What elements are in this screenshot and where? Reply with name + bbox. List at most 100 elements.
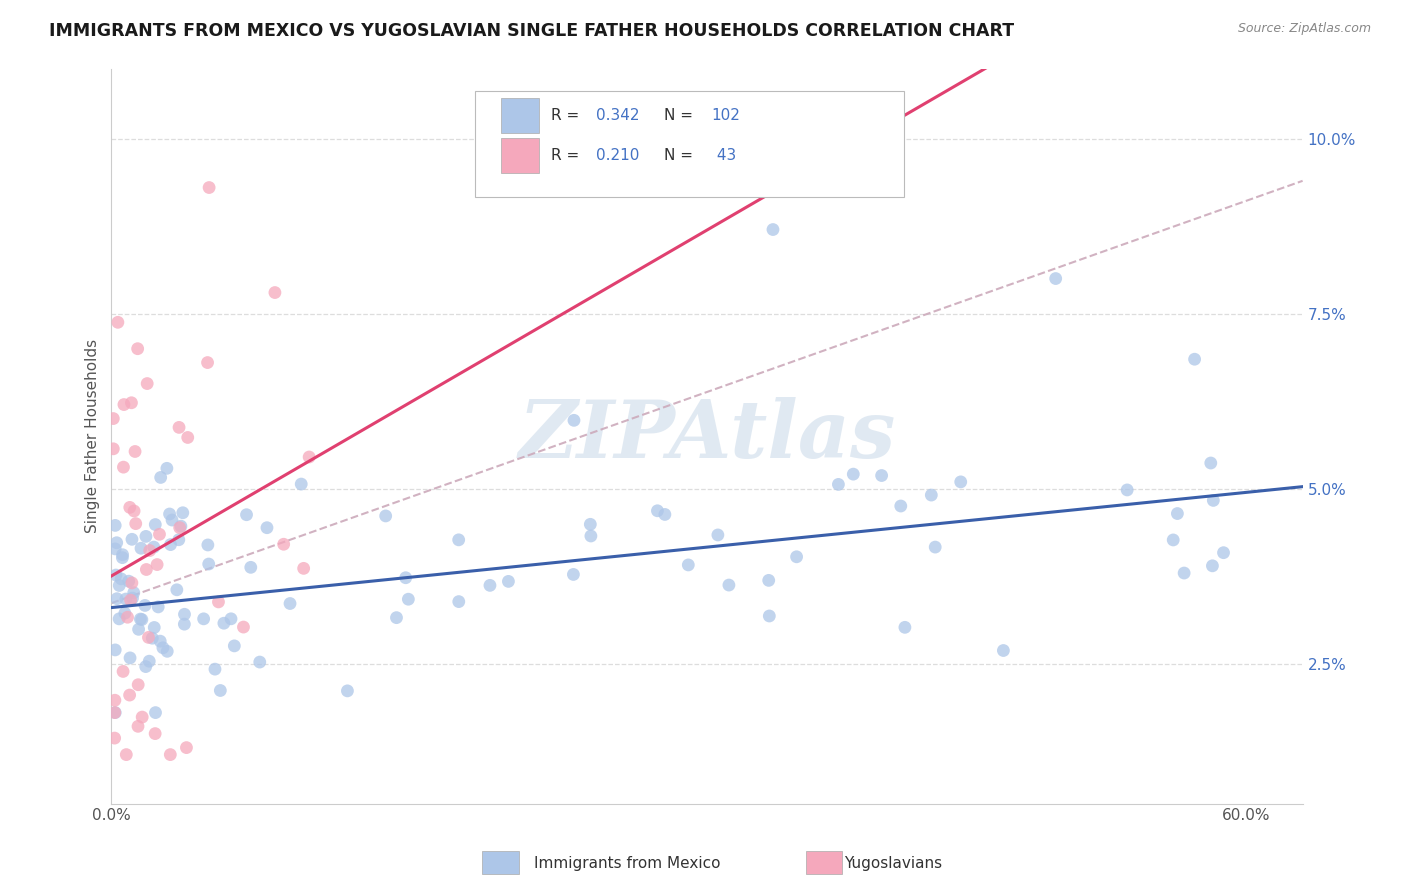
Point (173, 607, 195, 622)
Point (579, 517, 602, 532)
Point (124, 444, 146, 458)
Point (385, 610, 408, 624)
Text: 0.342: 0.342 (596, 108, 640, 123)
Point (121, 591, 143, 606)
Point (127, 342, 149, 356)
Point (107, 315, 129, 329)
Point (290, 477, 312, 491)
Point (949, 475, 972, 489)
Point (120, 593, 142, 607)
Text: IMMIGRANTS FROM MEXICO VS YUGOSLAVIAN SINGLE FATHER HOUSEHOLDS CORRELATION CHART: IMMIGRANTS FROM MEXICO VS YUGOSLAVIAN SI… (49, 22, 1014, 40)
Point (121, 575, 143, 590)
Point (1166, 507, 1188, 521)
Point (235, 508, 257, 522)
Text: Immigrants from Mexico: Immigrants from Mexico (534, 856, 721, 871)
Point (562, 567, 585, 582)
Point (112, 398, 135, 412)
Point (104, 706, 127, 720)
Point (156, 644, 179, 658)
Point (131, 613, 153, 627)
Point (138, 543, 160, 558)
Point (890, 499, 912, 513)
Point (1045, 271, 1067, 285)
Point (118, 688, 141, 702)
Text: R =: R = (551, 108, 583, 123)
Point (108, 612, 131, 626)
Text: ZIPAtlas: ZIPAtlas (519, 397, 896, 475)
Point (224, 639, 246, 653)
Point (249, 655, 271, 669)
Point (111, 550, 134, 565)
Point (149, 470, 172, 484)
Text: 0.210: 0.210 (596, 148, 640, 163)
Point (104, 518, 127, 533)
Point (292, 561, 315, 575)
Point (111, 548, 134, 562)
Point (654, 508, 676, 522)
Point (152, 640, 174, 655)
Point (129, 612, 152, 626)
Point (193, 612, 215, 626)
Point (141, 631, 163, 645)
Point (894, 620, 917, 634)
Point (207, 595, 229, 609)
Point (143, 517, 166, 532)
Point (278, 597, 301, 611)
Point (105, 535, 128, 549)
Point (1161, 533, 1184, 547)
Point (149, 634, 172, 648)
Point (842, 467, 865, 482)
Point (148, 599, 170, 614)
Point (159, 747, 181, 762)
Point (103, 411, 125, 425)
FancyBboxPatch shape (475, 91, 904, 197)
Point (170, 519, 193, 533)
Point (142, 540, 165, 554)
Point (118, 500, 141, 515)
Point (1173, 566, 1195, 580)
Point (159, 507, 181, 521)
Point (395, 571, 418, 585)
Point (169, 521, 191, 535)
Point (396, 592, 419, 607)
Point (112, 460, 135, 475)
Point (1199, 456, 1222, 470)
Point (1212, 546, 1234, 560)
Point (160, 513, 183, 527)
Point (104, 541, 127, 556)
Point (115, 592, 138, 607)
Point (120, 396, 142, 410)
Text: 102: 102 (711, 108, 741, 123)
Point (1184, 352, 1206, 367)
Point (121, 533, 143, 547)
Point (128, 623, 150, 637)
Point (104, 693, 127, 707)
Point (104, 643, 127, 657)
Point (146, 558, 169, 572)
Point (127, 678, 149, 692)
Point (219, 612, 242, 626)
Point (143, 726, 166, 740)
Point (1116, 483, 1139, 497)
Point (173, 617, 195, 632)
Point (143, 620, 166, 634)
Point (159, 538, 181, 552)
Point (447, 533, 470, 547)
Point (177, 430, 200, 444)
Point (167, 420, 190, 434)
Point (118, 574, 141, 589)
Point (256, 521, 278, 535)
Point (122, 585, 145, 599)
Point (135, 529, 157, 543)
Point (758, 609, 780, 624)
Point (198, 180, 221, 194)
Bar (501, 97, 538, 133)
Point (870, 468, 893, 483)
Text: 43: 43 (711, 148, 735, 163)
Point (374, 508, 396, 523)
Point (562, 413, 585, 427)
Text: N =: N = (664, 108, 697, 123)
Point (498, 574, 520, 589)
Point (204, 662, 226, 676)
Point (298, 450, 321, 464)
